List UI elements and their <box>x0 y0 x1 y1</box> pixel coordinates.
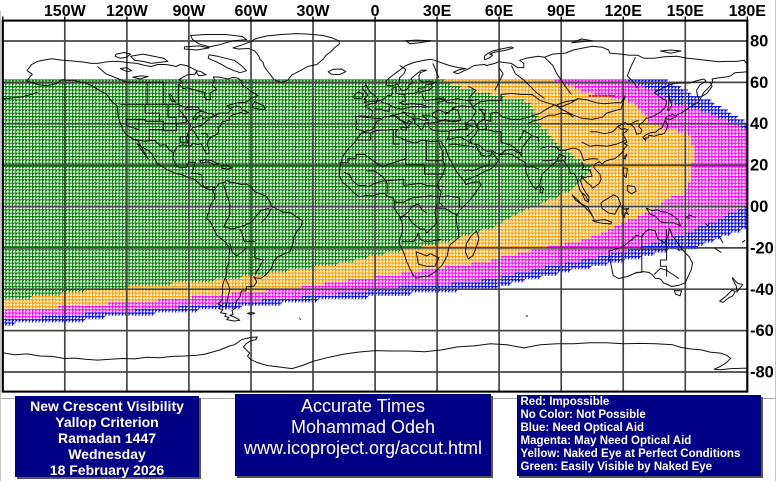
svg-text:60E: 60E <box>485 3 514 20</box>
svg-text:30W: 30W <box>297 3 331 20</box>
svg-text:90W: 90W <box>172 3 206 20</box>
svg-text:150W: 150W <box>44 3 87 20</box>
svg-text:60W: 60W <box>235 3 269 20</box>
svg-text:120W: 120W <box>106 3 149 20</box>
svg-text:30E: 30E <box>423 3 452 20</box>
svg-text:-40: -40 <box>750 281 774 299</box>
svg-text:20: 20 <box>750 157 768 175</box>
svg-text:60: 60 <box>750 74 768 92</box>
svg-text:-60: -60 <box>750 322 774 340</box>
svg-text:40: 40 <box>750 115 768 133</box>
svg-text:120E: 120E <box>605 3 643 20</box>
svg-text:-80: -80 <box>750 364 774 382</box>
svg-text:150E: 150E <box>667 3 705 20</box>
svg-text:90E: 90E <box>547 3 576 20</box>
svg-text:0: 0 <box>371 3 380 20</box>
svg-text:180E: 180E <box>729 3 767 20</box>
svg-text:00: 00 <box>750 198 768 216</box>
svg-text:-20: -20 <box>750 239 774 257</box>
svg-text:80: 80 <box>750 33 768 51</box>
